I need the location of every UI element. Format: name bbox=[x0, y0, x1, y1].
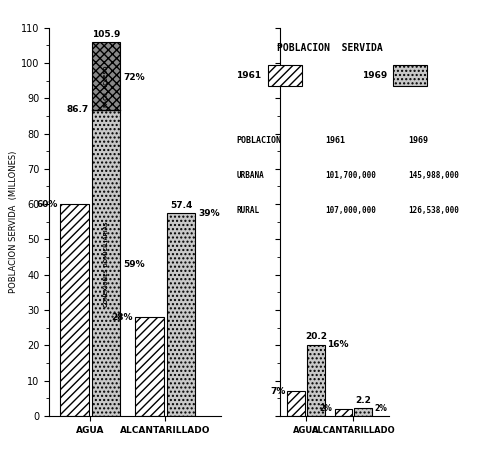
Text: FACIL ACCESO: FACIL ACCESO bbox=[104, 65, 109, 107]
Text: 145,988,000: 145,988,000 bbox=[408, 171, 460, 180]
Text: 57.4: 57.4 bbox=[170, 201, 192, 210]
Bar bbox=[167, 213, 195, 416]
Bar bbox=[92, 110, 121, 416]
Text: 59%: 59% bbox=[123, 260, 145, 268]
Bar bbox=[354, 408, 372, 416]
Text: 101,700,000: 101,700,000 bbox=[325, 171, 376, 180]
Text: 28%: 28% bbox=[111, 312, 132, 322]
Text: 2%: 2% bbox=[374, 403, 387, 413]
Text: 1969: 1969 bbox=[362, 71, 387, 80]
Bar bbox=[335, 409, 352, 416]
Text: 60%: 60% bbox=[36, 200, 58, 209]
Text: 107,000,000: 107,000,000 bbox=[325, 206, 376, 215]
Text: URBANA: URBANA bbox=[237, 171, 264, 180]
Text: RURAL: RURAL bbox=[237, 206, 260, 215]
Text: 2.2: 2.2 bbox=[355, 395, 371, 405]
Text: POBLACION  SERVIDA: POBLACION SERVIDA bbox=[277, 43, 383, 53]
Bar bbox=[287, 391, 306, 416]
FancyBboxPatch shape bbox=[393, 65, 427, 86]
Text: 1961: 1961 bbox=[237, 71, 262, 80]
Text: 86.7: 86.7 bbox=[66, 105, 89, 115]
Text: 2%: 2% bbox=[320, 404, 333, 413]
Bar bbox=[135, 317, 164, 416]
Text: 39%: 39% bbox=[198, 209, 220, 218]
Bar bbox=[308, 345, 325, 416]
Text: 72%: 72% bbox=[123, 73, 145, 82]
Text: 16%: 16% bbox=[327, 340, 348, 349]
Text: POBLACION: POBLACION bbox=[237, 136, 281, 146]
Y-axis label: POBLACION SERVIDA  (MILLONES): POBLACION SERVIDA (MILLONES) bbox=[9, 151, 18, 293]
Text: 1961: 1961 bbox=[325, 136, 345, 146]
Text: 20.2: 20.2 bbox=[305, 332, 327, 341]
FancyBboxPatch shape bbox=[268, 65, 302, 86]
Text: 7%: 7% bbox=[270, 387, 286, 395]
Text: 105.9: 105.9 bbox=[92, 30, 120, 39]
Text: CONEXIONES DOMICILIARIAS: CONEXIONES DOMICILIARIAS bbox=[104, 221, 109, 307]
Text: 1969: 1969 bbox=[408, 136, 429, 146]
Bar bbox=[92, 42, 121, 110]
Text: 126,538,000: 126,538,000 bbox=[408, 206, 460, 215]
Bar bbox=[61, 204, 89, 416]
